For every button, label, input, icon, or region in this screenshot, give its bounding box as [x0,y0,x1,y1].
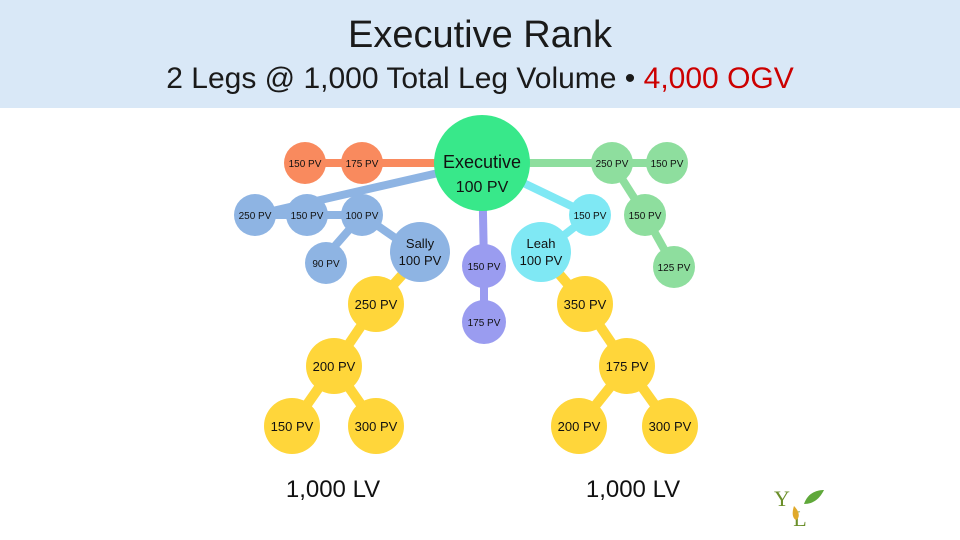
node-yellow-left-br-label: 300 PV [355,419,398,434]
node-blue-2: 150 PV [286,194,328,236]
node-yellow-right-bl-label: 200 PV [558,419,601,434]
node-yellow-right-top: 350 PV [557,276,613,332]
node-yellow-left-top: 250 PV [348,276,404,332]
sally-name: Sally [406,236,435,251]
node-purple-1-label: 150 PV [468,262,501,273]
leah-name: Leah [527,236,556,251]
header-banner [0,0,960,108]
node-orange-1-label: 150 PV [289,159,322,170]
node-blue-4: 90 PV [305,242,347,284]
node-green-3-label: 150 PV [629,211,662,222]
node-orange-1: 150 PV [284,142,326,184]
node-purple-1: 150 PV [462,244,506,288]
node-leah: Leah 100 PV [511,222,571,282]
node-yellow-right-br-label: 300 PV [649,419,692,434]
executive-pv: 100 PV [456,179,509,196]
node-cyan-1: 150 PV [569,194,611,236]
node-yellow-left-bl: 150 PV [264,398,320,454]
subtitle-main: 2 Legs @ 1,000 Total Leg Volume • [166,62,644,95]
node-green-1: 250 PV [591,142,633,184]
node-yellow-left-top-label: 250 PV [355,297,398,312]
right-leg-total: 1,000 LV [585,476,681,503]
node-sally: Sally 100 PV [390,222,450,282]
node-green-1-label: 250 PV [596,159,629,170]
node-green-2: 150 PV [646,142,688,184]
young-living-logo-icon: Y L [774,486,824,528]
node-green-2-label: 150 PV [651,159,684,170]
node-yellow-right-mid-label: 175 PV [606,359,649,374]
node-yellow-right-br: 300 PV [642,398,698,454]
node-green-4: 125 PV [653,246,695,288]
node-purple-2-label: 175 PV [468,318,501,329]
executive-name: Executive [443,152,521,172]
node-purple-2: 175 PV [462,300,506,344]
leah-pv: 100 PV [520,253,563,268]
page-title: Executive Rank [347,14,612,56]
node-blue-1-label: 250 PV [239,211,272,222]
svg-text:Y: Y [774,486,790,511]
node-yellow-left-bl-label: 150 PV [271,419,314,434]
node-yellow-right-bl: 200 PV [551,398,607,454]
node-cyan-1-label: 150 PV [574,211,607,222]
node-orange-2-label: 175 PV [346,159,379,170]
node-blue-1: 250 PV [234,194,276,236]
node-green-4-label: 125 PV [658,263,691,274]
node-orange-2: 175 PV [341,142,383,184]
node-green-3: 150 PV [624,194,666,236]
left-leg-total: 1,000 LV [285,476,381,503]
node-blue-4-label: 90 PV [312,259,340,270]
node-yellow-left-mid: 200 PV [306,338,362,394]
node-yellow-left-br: 300 PV [348,398,404,454]
node-yellow-left-mid-label: 200 PV [313,359,356,374]
node-blue-2-label: 150 PV [291,211,324,222]
page-subtitle: 2 Legs @ 1,000 Total Leg Volume • 4,000 … [0,62,960,96]
node-blue-3: 100 PV [341,194,383,236]
node-yellow-right-mid: 175 PV [599,338,655,394]
node-yellow-right-top-label: 350 PV [564,297,607,312]
subtitle-ogv: 4,000 OGV [643,62,794,95]
node-blue-3-label: 100 PV [346,211,379,222]
sally-pv: 100 PV [399,253,442,268]
node-executive: Executive 100 PV [434,115,530,211]
